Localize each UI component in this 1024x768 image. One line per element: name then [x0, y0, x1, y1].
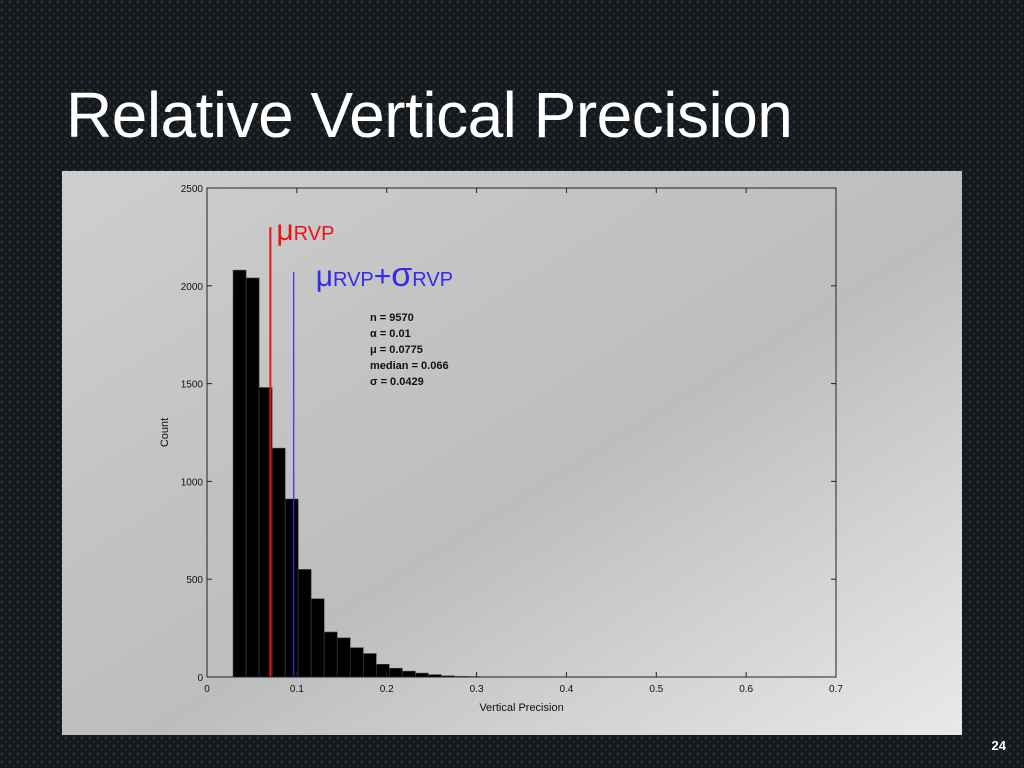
- x-tick-label-0: 0: [204, 684, 210, 695]
- mean-symbol: μ: [316, 260, 333, 293]
- histogram-bar-2: [245, 277, 260, 678]
- histogram-bar-4: [271, 447, 286, 678]
- y-tick-labels: 0 500 1000 1500 2000 2500: [181, 184, 204, 684]
- mean-subscript: RVP: [333, 269, 374, 291]
- stat-alpha: α = 0.01: [370, 328, 411, 340]
- x-tick-label-6: 0.6: [739, 684, 753, 695]
- x-tick-label-5: 0.5: [649, 684, 663, 695]
- histogram-bar-15: [415, 672, 429, 678]
- histogram-bar-13: [389, 667, 403, 678]
- y-tick-label-0: 0: [197, 673, 203, 684]
- histogram-bar-12: [375, 663, 390, 678]
- mean-plus-sigma-label: μRVP+σRVP: [316, 256, 453, 294]
- histogram-figure: 0 0.1 0.2 0.3 0.4 0.5 0.6 0.7 0 500 1000 1500 2000 2…: [62, 171, 962, 735]
- histogram-bar-11: [362, 653, 377, 678]
- x-tick-label-2: 0.2: [380, 684, 394, 695]
- histogram-bar-14: [402, 670, 416, 678]
- x-tick-label-1: 0.1: [290, 684, 304, 695]
- x-axis-label: Vertical Precision: [479, 702, 563, 714]
- y-tick-label-2: 1000: [181, 477, 204, 488]
- reference-lines: [269, 227, 295, 677]
- stat-median: median = 0.066: [370, 360, 449, 372]
- page-number: 24: [991, 738, 1006, 753]
- x-tick-label-7: 0.7: [829, 684, 843, 695]
- plot-frame: [206, 187, 837, 678]
- mean-subscript: RVP: [294, 223, 335, 245]
- y-tick-label-5: 2500: [181, 184, 204, 195]
- stat-mean: μ = 0.0775: [370, 344, 423, 356]
- mean-symbol: μ: [276, 214, 293, 247]
- histogram-bar-6: [297, 569, 312, 678]
- y-axis-label: Count: [159, 418, 171, 447]
- histogram-bar-7: [310, 598, 325, 678]
- x-tick-labels: 0 0.1 0.2 0.3 0.4 0.5 0.6 0.7: [204, 684, 843, 695]
- histogram-bars: [232, 269, 481, 678]
- y-tick-label-4: 2000: [181, 282, 204, 293]
- slide-title: Relative Vertical Precision: [66, 79, 793, 151]
- stat-n: n = 9570: [370, 312, 414, 324]
- summary-stats: n = 9570 α = 0.01 μ = 0.0775 median = 0.…: [370, 312, 449, 388]
- plus-symbol: +: [374, 260, 392, 293]
- histogram-bar-5: [284, 498, 299, 678]
- y-tick-label-1: 500: [186, 575, 203, 586]
- mean-line-label: μRVP: [276, 214, 334, 247]
- x-tick-label-3: 0.3: [470, 684, 484, 695]
- histogram-bar-8: [323, 631, 338, 678]
- histogram-bar-1: [232, 269, 247, 678]
- y-tick-label-3: 1500: [181, 380, 204, 391]
- histogram-chart: 0 0.1 0.2 0.3 0.4 0.5 0.6 0.7 0 500 1000 1500 2000 2…: [159, 184, 843, 714]
- sigma-subscript: RVP: [412, 269, 453, 291]
- x-tick-label-4: 0.4: [559, 684, 573, 695]
- histogram-bar-9: [336, 637, 351, 678]
- axis-ticks: [206, 187, 837, 678]
- histogram-bar-10: [349, 647, 364, 678]
- stat-sigma: σ = 0.0429: [370, 376, 424, 388]
- sigma-symbol: σ: [391, 256, 412, 294]
